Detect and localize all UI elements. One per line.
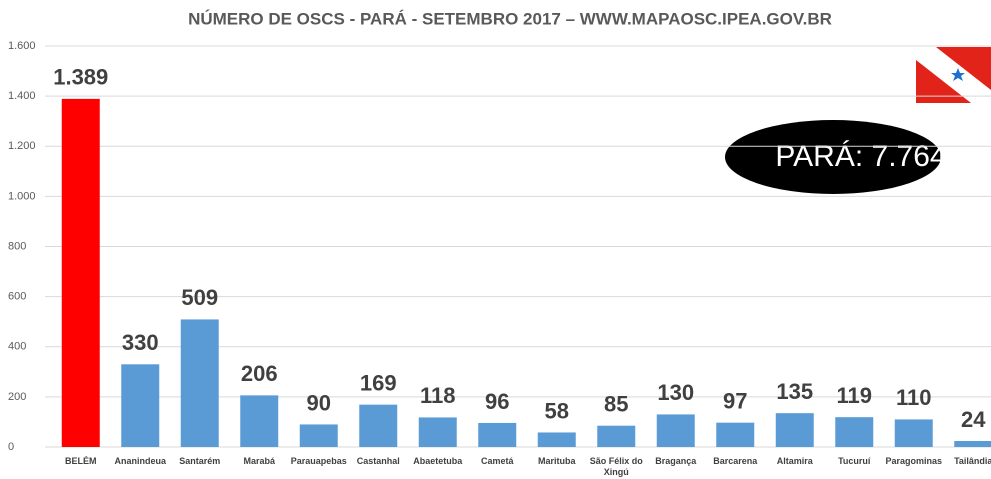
x-tick-label: Barcarena xyxy=(713,456,758,466)
bar xyxy=(240,395,279,447)
x-tick-label: Santarém xyxy=(179,456,221,466)
y-tick-label: 800 xyxy=(8,240,26,252)
bar xyxy=(61,98,100,448)
x-tick-label-box: Castanhal xyxy=(356,456,400,466)
y-tick-label: 400 xyxy=(8,341,26,353)
bar xyxy=(299,424,338,447)
bar xyxy=(121,364,160,447)
y-tick-label: 600 xyxy=(8,291,26,303)
data-label: 85 xyxy=(604,392,628,417)
data-label: 118 xyxy=(420,383,456,408)
data-label: 90 xyxy=(307,390,331,415)
x-tick-label: Marabá xyxy=(243,456,275,466)
bar xyxy=(656,414,695,447)
data-label: 110 xyxy=(896,385,932,410)
x-tick-label-box: Barcarena xyxy=(713,456,758,466)
y-tick-label: 1.600 xyxy=(8,40,36,52)
bar xyxy=(894,419,933,447)
x-tick-label-box: Altamira xyxy=(776,456,813,466)
x-tick-label-box: Tucuruí xyxy=(838,456,871,466)
x-tick-label: Marituba xyxy=(537,456,576,466)
bar xyxy=(537,432,576,447)
data-label: 169 xyxy=(360,370,397,395)
x-tick-label-box: Cametá xyxy=(480,456,514,466)
flag xyxy=(916,47,991,103)
bar xyxy=(478,422,517,447)
y-tick-label: 200 xyxy=(8,391,26,403)
data-label: 96 xyxy=(485,389,509,414)
x-tick-label-box: Parauapebas xyxy=(290,456,347,466)
data-label: 509 xyxy=(181,285,218,310)
x-tick-label-box: BELÉM xyxy=(65,456,97,466)
y-tick-label: 1.200 xyxy=(8,140,36,152)
bar xyxy=(180,319,219,447)
x-tick-label: Tucuruí xyxy=(838,456,871,466)
x-tick-label: Tailândia xyxy=(954,456,991,466)
data-label: 58 xyxy=(545,398,569,423)
bar xyxy=(716,422,755,447)
x-tick-label-box: Bragança xyxy=(655,456,697,466)
bar xyxy=(418,417,457,447)
x-tick-label: Paragominas xyxy=(885,456,943,466)
data-label: 119 xyxy=(837,383,873,408)
x-tick-label: Parauapebas xyxy=(290,456,347,466)
bar xyxy=(359,404,398,447)
data-label: 135 xyxy=(776,379,813,404)
bar xyxy=(835,417,874,447)
data-label: 206 xyxy=(241,361,278,386)
bar xyxy=(775,413,814,447)
total-badge xyxy=(725,120,941,194)
x-tick-label: BELÉM xyxy=(65,456,97,466)
y-tick-label: 1.000 xyxy=(8,190,36,202)
x-tick-label-box: São Félix do Xingú xyxy=(589,456,643,477)
data-label: 97 xyxy=(723,389,747,414)
data-label: 330 xyxy=(122,330,159,355)
x-tick-label-box: Marituba xyxy=(537,456,576,466)
bar xyxy=(954,440,991,447)
total-annotation: PARÁ: 7.764 xyxy=(775,140,946,173)
x-tick-label-box: Tailândia xyxy=(954,456,991,466)
x-tick-label-box: Paragominas xyxy=(885,456,943,466)
y-tick-label: 1.400 xyxy=(8,90,36,102)
x-tick-label-box: Abaetetuba xyxy=(413,456,463,466)
x-tick-label: Castanhal xyxy=(356,456,400,466)
x-tick-label: Cametá xyxy=(480,456,514,466)
x-tick-label: Altamira xyxy=(776,456,813,466)
bar xyxy=(597,425,636,447)
x-tick-label: São Félix do Xingú xyxy=(589,456,643,477)
data-label: 130 xyxy=(657,380,694,405)
data-label: 1.389 xyxy=(53,65,108,90)
x-tick-label: Ananindeua xyxy=(114,456,166,466)
x-tick-label: Bragança xyxy=(655,456,697,466)
x-tick-label: Abaetetuba xyxy=(413,456,463,466)
x-tick-label-box: Santarém xyxy=(179,456,221,466)
x-tick-label-box: Marabá xyxy=(243,456,275,466)
data-label: 24 xyxy=(961,407,986,432)
x-tick-label-box: Ananindeua xyxy=(114,456,166,466)
chart-title: NÚMERO DE OSCS - PARÁ - SETEMBRO 2017 – … xyxy=(188,9,832,28)
y-tick-label: 0 xyxy=(8,441,14,453)
